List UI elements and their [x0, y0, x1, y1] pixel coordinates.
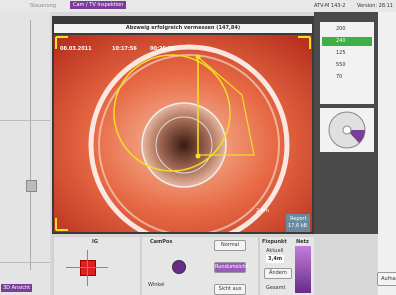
ig-axis	[87, 250, 88, 286]
position-title: Fixpunkt	[262, 239, 287, 245]
report-label: Report	[290, 216, 307, 222]
ig-title: IG	[92, 239, 98, 245]
change-button[interactable]: Ändern	[264, 268, 292, 279]
campos-title: CamPos	[150, 239, 172, 245]
net-label: Netz	[296, 239, 309, 245]
ig-pad[interactable]	[80, 260, 96, 276]
active-tab[interactable]: Cam / TV Inspektion	[70, 1, 126, 9]
diameter-items: 200 240 125 550 70	[322, 25, 372, 85]
net-bar	[295, 246, 311, 293]
angle-label: Winkel	[148, 282, 165, 288]
normal-button[interactable]: Normal	[214, 240, 246, 251]
view-button[interactable]: Sicht aus	[214, 284, 246, 295]
diameter-item[interactable]: 125	[322, 49, 372, 58]
diameter-item[interactable]: 200	[322, 25, 372, 34]
distance-overlay: 2,4m	[256, 208, 269, 214]
mode-button[interactable]: Rundumsicht	[214, 262, 246, 273]
current-value: 3,4m	[266, 255, 284, 263]
status-bar: Abzweig erfolgreich vermessen (147,84)	[54, 24, 312, 33]
diameter-item[interactable]: 70	[322, 73, 372, 82]
duration-overlay: 00:26:03	[150, 46, 175, 52]
current-label: Aktuell	[266, 248, 283, 254]
time-overlay: 10:17:56	[112, 46, 137, 52]
diameter-item[interactable]: 240	[322, 37, 372, 46]
divider	[0, 120, 50, 121]
orientation-gauge	[320, 108, 374, 152]
ig-panel	[54, 237, 140, 295]
standard-label: ATV-M 143-2	[314, 3, 345, 9]
diameter-item[interactable]: 550	[322, 61, 372, 70]
campos-knob[interactable]	[172, 260, 186, 274]
report-size: 17,6 kB	[288, 223, 307, 229]
slider-thumb[interactable]	[26, 180, 37, 192]
app-label: Steuerung	[30, 3, 56, 9]
version-label: Version: 28.11	[357, 3, 393, 9]
video-image	[54, 35, 312, 232]
divider	[0, 262, 50, 263]
total-label: Gesamt	[266, 285, 285, 291]
record-button[interactable]: Aufnah	[377, 272, 396, 286]
app-window: Steuerung Cam / TV Inspektion ATV-M 143-…	[0, 0, 396, 295]
view-3d-button[interactable]: 3D Ansicht	[1, 284, 32, 292]
right-strip	[378, 12, 396, 295]
date-overlay: 08.03.2011	[60, 46, 92, 52]
left-panel	[0, 12, 50, 295]
slider-track	[30, 20, 31, 270]
